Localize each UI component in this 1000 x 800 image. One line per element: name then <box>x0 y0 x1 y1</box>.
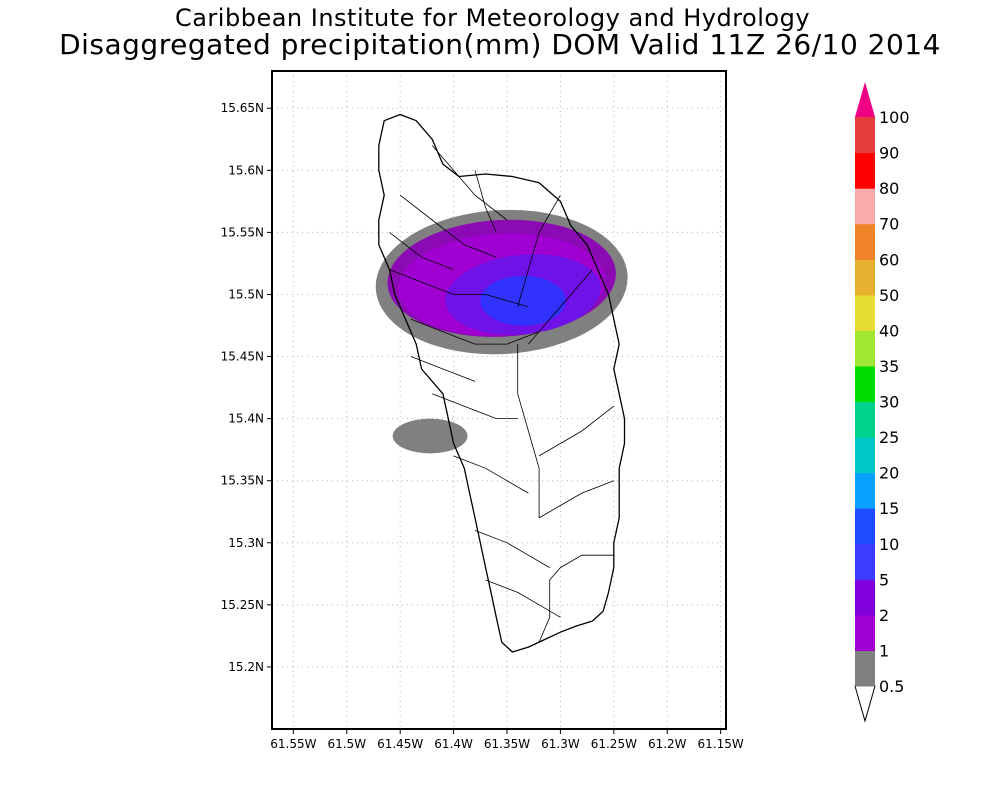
lon-tick-label: 61.25W <box>591 737 637 751</box>
axis-ticks: 15.2N 15.25N 15.3N 15.35N 15.4N 15.45N 15.5N 15… <box>221 101 744 751</box>
colorbar-label: 90 <box>879 144 899 163</box>
colorbar-swatch-80 <box>855 152 875 189</box>
river <box>538 480 614 519</box>
colorbar-swatch-70 <box>855 188 875 225</box>
colorbar-label: 50 <box>879 286 899 305</box>
colorbar-label: 60 <box>879 250 899 269</box>
coastline <box>378 113 626 653</box>
lat-tick-label: 15.25N <box>221 598 264 612</box>
precipitation-shading <box>375 209 628 454</box>
river <box>453 455 529 494</box>
colorbar-label: 100 <box>879 108 910 127</box>
river <box>538 580 551 643</box>
river <box>431 145 508 221</box>
precip-patch-10-15 <box>480 275 566 326</box>
lon-tick-label: 61.3W <box>541 737 580 751</box>
institute-title: Caribbean Institute for Meteorology and … <box>174 4 811 32</box>
colorbar-label: 25 <box>879 428 899 447</box>
colorbar-label: 1 <box>879 641 889 660</box>
colorbar-swatch-15 <box>855 472 875 509</box>
colorbar-label: 5 <box>879 570 889 589</box>
river <box>389 269 529 308</box>
lat-tick-label: 15.3N <box>228 536 264 550</box>
map-frame-background <box>272 71 726 729</box>
colorbar-swatch-60 <box>855 223 875 260</box>
colorbar-label: 40 <box>879 321 899 340</box>
lat-tick-label: 15.6N <box>228 163 264 177</box>
colorbar-swatch-20 <box>855 437 875 474</box>
river <box>410 356 476 382</box>
colorbar-swatch-50 <box>855 259 875 296</box>
river <box>528 269 593 345</box>
colorbar-swatch-35 <box>855 330 875 367</box>
river <box>549 554 614 581</box>
river <box>399 194 497 258</box>
colorbar-swatch-1 <box>855 614 875 651</box>
lon-tick-label: 61.15W <box>698 737 744 751</box>
lat-tick-label: 15.55N <box>221 225 264 239</box>
colorbar-label: 20 <box>879 464 899 483</box>
precip-patch-0.5-1 <box>392 418 468 454</box>
river <box>538 405 615 457</box>
lon-tick-label: 61.2W <box>648 737 687 751</box>
colorbar-label: 10 <box>879 535 899 554</box>
colorbar-swatch-2 <box>855 579 875 616</box>
river <box>474 170 497 233</box>
lat-tick-label: 15.65N <box>221 101 264 115</box>
colorbar-swatch-10 <box>855 508 875 545</box>
river <box>389 232 454 270</box>
river <box>432 393 518 419</box>
colorbar-label: 70 <box>879 215 899 234</box>
colorbar-label: 30 <box>879 393 899 412</box>
colorbar-swatch-30 <box>855 365 875 402</box>
colorbar-swatch-25 <box>855 401 875 438</box>
lat-tick-label: 15.35N <box>221 474 264 488</box>
colorbar-label: 80 <box>879 179 899 198</box>
colorbar-swatch-90 <box>855 117 875 154</box>
colorbar-label: 2 <box>879 606 889 625</box>
lon-tick-label: 61.35W <box>484 737 530 751</box>
lon-tick-label: 61.55W <box>270 737 316 751</box>
map-frame-border <box>271 70 727 730</box>
colorbar-swatch-0.5 <box>855 650 875 687</box>
dominica-island <box>378 113 626 653</box>
lat-tick-label: 15.2N <box>228 660 264 674</box>
colorbar-label: 0.5 <box>879 677 904 696</box>
lon-tick-label: 61.5W <box>327 737 366 751</box>
colorbar-over-arrow <box>855 82 875 117</box>
colorbar-swatch-5 <box>855 543 875 580</box>
lon-tick-label: 61.4W <box>434 737 473 751</box>
product-title: Disaggregated precipitation(mm) DOM Vali… <box>59 28 941 61</box>
river <box>517 195 561 308</box>
river <box>474 530 550 568</box>
colorbar-label: 15 <box>879 499 899 518</box>
lon-tick-label: 61.45W <box>377 737 423 751</box>
river <box>410 318 540 345</box>
colorbar-label: 35 <box>879 357 899 376</box>
colorbar-swatch-40 <box>855 294 875 331</box>
river <box>517 344 540 518</box>
colorbar-under-arrow <box>854 685 876 723</box>
lat-tick-label: 15.4N <box>228 412 264 426</box>
lat-tick-label: 15.5N <box>228 287 264 301</box>
graticule-grid <box>272 71 726 729</box>
lat-tick-label: 15.45N <box>221 350 264 364</box>
